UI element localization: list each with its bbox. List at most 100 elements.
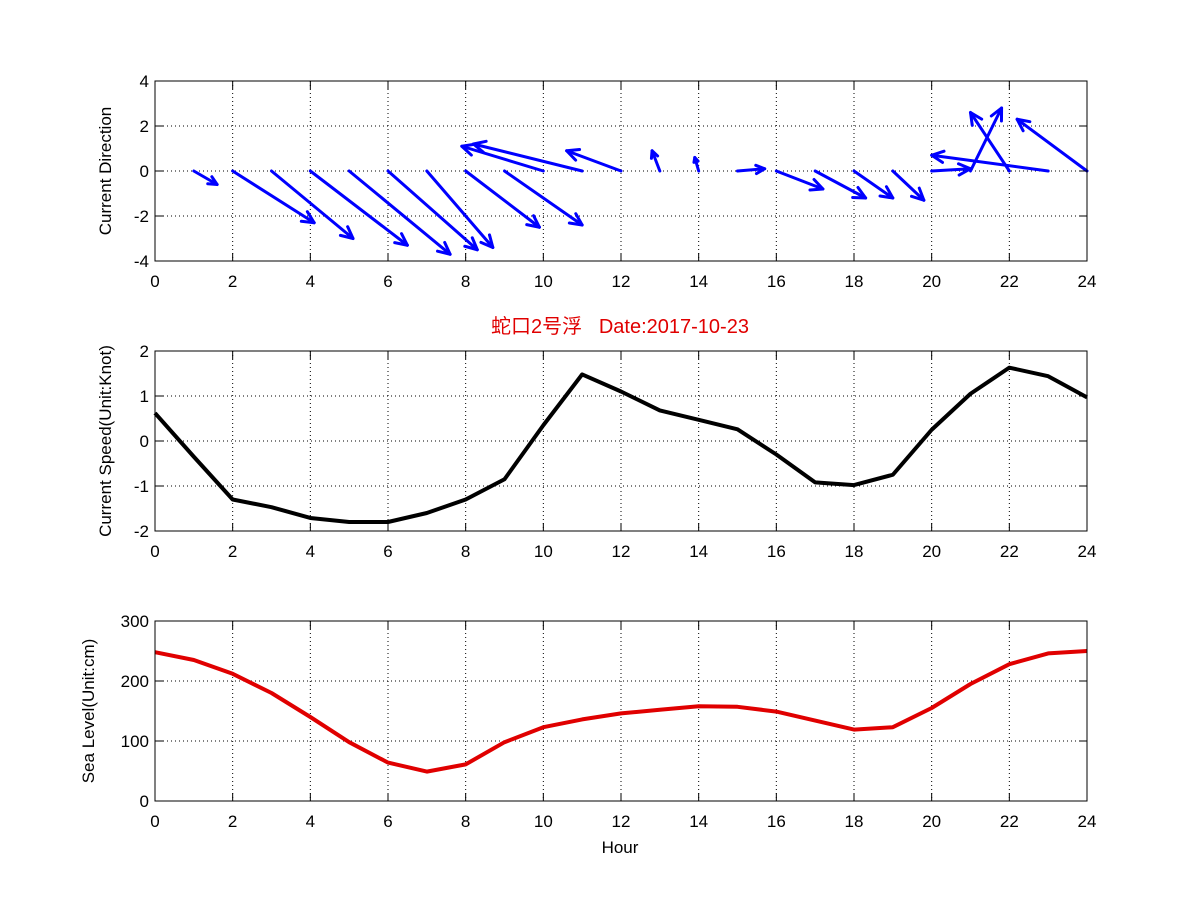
y-axis-label: Sea Level(Unit:cm) bbox=[79, 639, 98, 784]
arrow-head bbox=[567, 212, 584, 227]
x-tick-label: 22 bbox=[1000, 812, 1019, 831]
arrow-head bbox=[910, 186, 926, 202]
direction-arrow bbox=[1015, 117, 1089, 173]
arrow-shaft bbox=[471, 142, 584, 173]
x-tick-label: 2 bbox=[228, 272, 237, 291]
arrow-head bbox=[463, 236, 479, 252]
x-axis-label: Hour bbox=[602, 838, 639, 857]
x-tick-label: 22 bbox=[1000, 542, 1019, 561]
x-tick-label: 16 bbox=[767, 812, 786, 831]
y-axis-label: Current Speed(Unit:Knot) bbox=[96, 345, 115, 537]
arrow-head bbox=[460, 142, 477, 157]
arrow-head bbox=[808, 178, 825, 192]
arrow-shaft bbox=[347, 169, 452, 256]
y-tick-label: 0 bbox=[140, 162, 149, 181]
x-tick-label: 10 bbox=[534, 812, 553, 831]
arrow-shaft bbox=[650, 149, 662, 173]
direction-arrow bbox=[231, 169, 316, 225]
arrow-shaft bbox=[386, 169, 479, 252]
y-tick-label: 2 bbox=[140, 342, 149, 361]
x-tick-label: 12 bbox=[612, 542, 631, 561]
arrow-shaft bbox=[270, 169, 355, 240]
direction-arrow bbox=[503, 169, 584, 227]
direction-arrow bbox=[386, 169, 479, 252]
direction-arrow bbox=[471, 139, 584, 173]
arrow-shaft bbox=[813, 169, 868, 200]
x-tick-label: 2 bbox=[228, 542, 237, 561]
y-tick-label: -2 bbox=[134, 522, 149, 541]
arrow-shaft bbox=[969, 111, 1011, 173]
arrow-shaft bbox=[192, 169, 219, 186]
y-tick-label: 0 bbox=[140, 432, 149, 451]
arrow-head bbox=[525, 214, 541, 229]
arrow-head bbox=[436, 240, 452, 256]
direction-arrow bbox=[270, 169, 355, 240]
x-tick-label: 14 bbox=[689, 542, 708, 561]
x-tick-label: 18 bbox=[845, 272, 864, 291]
direction-arrow bbox=[649, 149, 662, 173]
arrow-head bbox=[565, 148, 582, 162]
arrow-shaft bbox=[930, 153, 1050, 173]
direction-arrow bbox=[813, 169, 868, 200]
direction-arrow bbox=[565, 148, 623, 173]
arrow-head bbox=[930, 149, 946, 164]
arrow-head bbox=[393, 232, 409, 247]
direction-arrow bbox=[774, 169, 825, 192]
arrow-shaft bbox=[774, 169, 825, 191]
arrow-shaft bbox=[736, 167, 767, 173]
arrow-shaft bbox=[425, 169, 495, 249]
arrow-shaft bbox=[464, 169, 541, 229]
x-tick-label: 4 bbox=[306, 542, 315, 561]
x-tick-label: 10 bbox=[534, 542, 553, 561]
y-tick-label: 200 bbox=[121, 672, 149, 691]
arrow-shaft bbox=[308, 169, 409, 247]
y-tick-label: 300 bbox=[121, 612, 149, 631]
arrow-head bbox=[299, 210, 316, 225]
x-tick-label: 2 bbox=[228, 812, 237, 831]
arrow-head bbox=[851, 185, 868, 200]
x-tick-label: 20 bbox=[922, 812, 941, 831]
y-tick-label: -1 bbox=[134, 477, 149, 496]
arrow-head bbox=[754, 163, 767, 176]
direction-arrow bbox=[736, 163, 767, 176]
arrow-head bbox=[479, 233, 495, 249]
arrow-shaft bbox=[891, 169, 926, 202]
x-tick-label: 14 bbox=[689, 812, 708, 831]
y-tick-label: 100 bbox=[121, 732, 149, 751]
y-tick-label: 0 bbox=[140, 792, 149, 811]
x-tick-label: 18 bbox=[845, 542, 864, 561]
x-tick-label: 6 bbox=[383, 542, 392, 561]
arrow-head bbox=[878, 185, 895, 200]
x-tick-label: 24 bbox=[1078, 272, 1097, 291]
arrow-head bbox=[206, 175, 219, 186]
x-tick-label: 24 bbox=[1078, 812, 1097, 831]
x-tick-label: 16 bbox=[767, 272, 786, 291]
x-tick-label: 20 bbox=[922, 542, 941, 561]
arrow-head bbox=[471, 139, 488, 154]
direction-arrow bbox=[930, 162, 972, 177]
arrow-shaft bbox=[460, 144, 545, 173]
x-tick-label: 14 bbox=[689, 272, 708, 291]
arrow-head bbox=[649, 149, 660, 160]
arrow-head bbox=[989, 106, 1004, 123]
arrow-shaft bbox=[503, 169, 584, 227]
arrow-head bbox=[969, 111, 984, 127]
y-tick-label: -2 bbox=[134, 207, 149, 226]
x-tick-label: 8 bbox=[461, 542, 470, 561]
x-tick-label: 6 bbox=[383, 272, 392, 291]
direction-arrow bbox=[692, 156, 701, 173]
chart-title: 蛇口2号浮 Date:2017-10-23 bbox=[491, 315, 749, 338]
y-tick-label: 1 bbox=[140, 387, 149, 406]
x-tick-label: 0 bbox=[150, 542, 159, 561]
series-line bbox=[154, 649, 1088, 774]
x-tick-label: 12 bbox=[612, 272, 631, 291]
direction-arrow bbox=[969, 111, 1011, 173]
direction-arrow bbox=[308, 169, 409, 247]
x-tick-label: 8 bbox=[461, 272, 470, 291]
y-tick-label: -4 bbox=[134, 252, 149, 271]
x-tick-label: 20 bbox=[922, 272, 941, 291]
y-tick-label: 2 bbox=[140, 117, 149, 136]
